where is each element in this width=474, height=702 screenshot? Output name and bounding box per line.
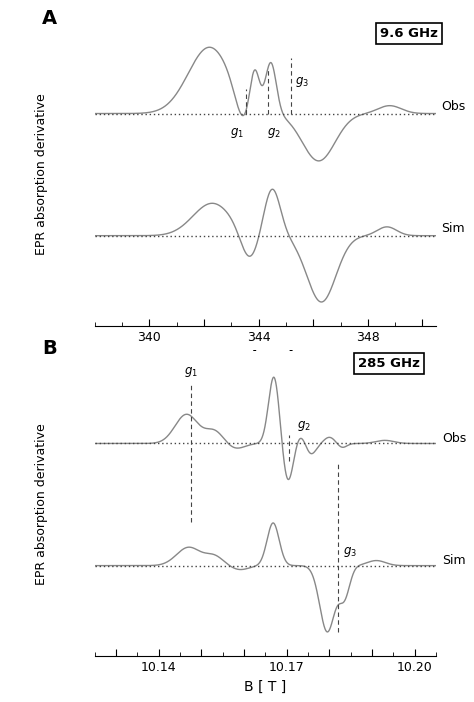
X-axis label: B [ mT ]: B [ mT ] (237, 350, 293, 364)
Text: $g_1$: $g_1$ (230, 126, 244, 140)
Text: $g_3$: $g_3$ (295, 75, 309, 89)
Text: 285 GHz: 285 GHz (358, 357, 420, 370)
Text: B: B (42, 339, 57, 358)
Text: Obs: Obs (442, 100, 466, 113)
Text: EPR absorption derivative: EPR absorption derivative (36, 423, 48, 585)
X-axis label: B [ T ]: B [ T ] (244, 680, 287, 694)
Text: EPR absorption derivative: EPR absorption derivative (36, 93, 48, 255)
Text: $g_1$: $g_1$ (184, 365, 198, 379)
Text: $g_3$: $g_3$ (343, 545, 357, 559)
Text: $g_2$: $g_2$ (267, 126, 281, 140)
Text: Obs: Obs (443, 432, 467, 445)
Text: $g_2$: $g_2$ (297, 419, 310, 433)
Text: Sim: Sim (442, 223, 465, 235)
Text: A: A (42, 9, 57, 28)
Text: 9.6 GHz: 9.6 GHz (380, 27, 438, 40)
Text: Sim: Sim (443, 554, 466, 567)
